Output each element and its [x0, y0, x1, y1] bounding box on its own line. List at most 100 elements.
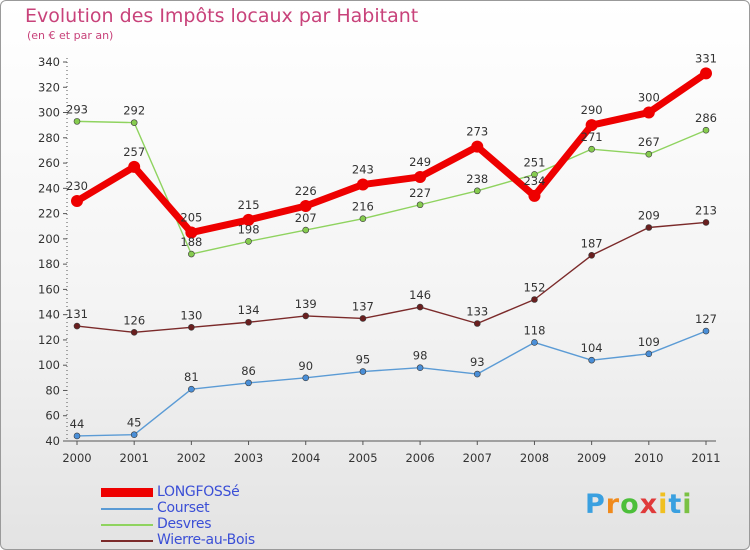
y-tick-label: 100: [38, 358, 60, 372]
data-label: 209: [638, 208, 660, 222]
data-point: [359, 368, 367, 375]
data-label: 331: [695, 51, 717, 65]
x-tick-label: 2002: [177, 451, 206, 465]
legend-label: Courset: [157, 500, 210, 516]
y-tick-label: 180: [38, 257, 60, 271]
data-label: 118: [523, 323, 545, 337]
x-tick-label: 2004: [291, 451, 320, 465]
data-point: [585, 119, 598, 132]
data-label: 187: [581, 236, 603, 250]
data-label: 243: [352, 163, 374, 177]
data-label: 227: [409, 186, 431, 200]
data-point: [700, 67, 712, 80]
y-tick-label: 220: [38, 207, 60, 221]
data-label: 44: [70, 417, 85, 431]
data-label: 86: [241, 364, 256, 378]
data-label: 104: [581, 341, 603, 355]
data-label: 300: [638, 91, 660, 105]
data-point: [299, 200, 312, 213]
data-point: [245, 379, 252, 387]
data-point: [531, 296, 538, 303]
data-point: [73, 432, 81, 440]
y-tick-label: 260: [38, 156, 60, 170]
data-label: 267: [638, 135, 660, 149]
data-label: 290: [581, 103, 603, 117]
data-label: 238: [466, 172, 488, 186]
data-point: [416, 364, 424, 372]
x-tick-label: 2005: [348, 451, 377, 465]
x-tick-label: 2003: [234, 451, 263, 465]
data-label: 251: [523, 155, 545, 169]
y-tick-label: 200: [38, 232, 60, 246]
data-label: 271: [581, 130, 603, 144]
legend-swatch: [101, 488, 153, 497]
data-label: 273: [466, 125, 488, 139]
data-point: [130, 431, 138, 438]
y-tick-label: 280: [38, 131, 60, 145]
legend-swatch: [101, 508, 153, 510]
x-tick-label: 2011: [691, 451, 720, 465]
logo-letter: x: [639, 489, 659, 520]
data-point: [302, 374, 310, 382]
data-label: 95: [356, 353, 371, 367]
data-point: [245, 318, 252, 326]
data-point: [702, 327, 710, 335]
data-point: [130, 119, 138, 126]
y-tick-label: 240: [38, 181, 60, 195]
data-label: 286: [695, 111, 717, 125]
logo-letter: i: [682, 489, 693, 520]
data-label: 146: [409, 288, 431, 302]
proxiti-logo: Proxiti: [585, 489, 693, 520]
legend-label: Wierre-au-Bois: [157, 532, 255, 548]
data-point: [473, 370, 481, 378]
data-label: 215: [238, 198, 260, 212]
data-point: [702, 219, 710, 226]
y-tick-label: 160: [38, 282, 60, 296]
data-label: 292: [123, 104, 145, 118]
logo-letter: i: [658, 489, 669, 520]
data-label: 137: [352, 299, 374, 313]
data-point: [302, 312, 310, 320]
chart-title: Evolution des Impôts locaux par Habitant: [25, 5, 419, 27]
data-label: 93: [470, 355, 485, 369]
data-point: [416, 303, 424, 311]
data-label: 234: [523, 174, 545, 188]
data-label: 188: [180, 235, 202, 249]
logo-letter: P: [585, 489, 606, 520]
data-label: 139: [295, 297, 317, 311]
data-label: 133: [466, 305, 488, 319]
data-label: 207: [295, 211, 317, 225]
data-label: 226: [295, 184, 317, 198]
x-tick-label: 2000: [62, 451, 91, 465]
data-point: [528, 189, 541, 202]
data-label: 98: [413, 349, 428, 363]
data-point: [473, 187, 481, 195]
logo-letter: o: [620, 489, 640, 520]
data-label: 216: [352, 200, 374, 214]
data-label: 127: [695, 312, 717, 326]
data-point: [588, 356, 595, 364]
logo-letter: r: [605, 489, 621, 520]
series-line: [76, 221, 707, 334]
data-point: [702, 126, 710, 134]
y-tick-label: 140: [38, 308, 60, 322]
data-point: [128, 160, 141, 173]
data-point: [188, 323, 195, 331]
data-point: [645, 224, 653, 231]
data-point: [471, 140, 484, 153]
data-label: 198: [238, 222, 260, 236]
data-label: 213: [695, 203, 717, 217]
data-point: [245, 238, 252, 245]
y-tick-label: 80: [45, 383, 60, 397]
y-tick-label: 300: [38, 106, 60, 120]
data-label: 230: [66, 179, 88, 193]
data-point: [356, 178, 369, 191]
legend-swatch: [101, 540, 153, 542]
data-label: 81: [184, 370, 199, 384]
data-point: [416, 201, 424, 209]
data-point: [531, 339, 538, 346]
data-point: [359, 315, 367, 322]
data-point: [242, 213, 255, 226]
data-label: 134: [238, 303, 260, 317]
